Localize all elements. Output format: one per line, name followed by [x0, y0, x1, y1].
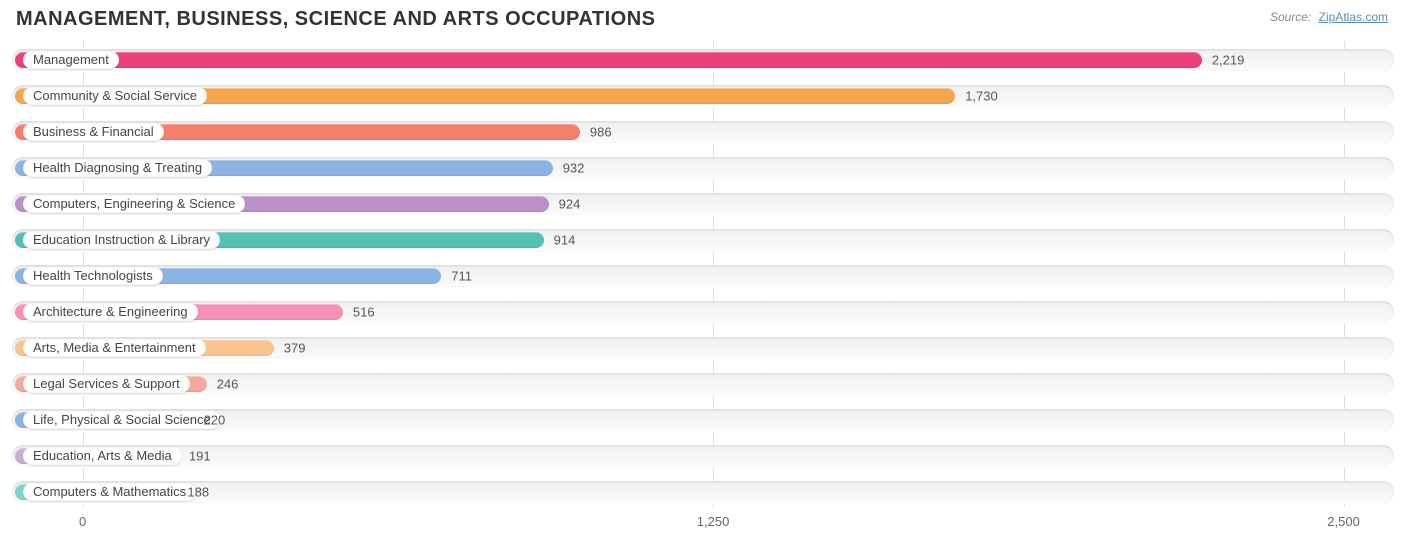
x-tick-label: 2,500 — [1327, 514, 1360, 529]
value-label: 379 — [284, 341, 306, 356]
bar-track: Computers & Mathematics188 — [12, 481, 1394, 503]
bar-track: Health Diagnosing & Treating 932 — [12, 157, 1394, 179]
source-label: Source: — [1270, 10, 1311, 24]
bar-track: Health Technologists 711 — [12, 265, 1394, 287]
category-pill: Legal Services & Support — [23, 375, 190, 393]
category-pill: Architecture & Engineering — [23, 303, 198, 321]
bars-group: Management 2,219 Community & Social Servic… — [12, 45, 1394, 507]
bar-row: Management 2,219 — [12, 45, 1394, 75]
bar-fill — [15, 52, 1202, 68]
value-label: 220 — [204, 413, 226, 428]
value-label: 932 — [563, 161, 585, 176]
value-label: 924 — [559, 197, 581, 212]
category-pill: Arts, Media & Entertainment — [23, 339, 206, 357]
chart-container: MANAGEMENT, BUSINESS, SCIENCE AND ARTS O… — [0, 0, 1406, 558]
chart-title: MANAGEMENT, BUSINESS, SCIENCE AND ARTS O… — [12, 0, 1394, 41]
bar-row: Arts, Media & Entertainment 379 — [12, 333, 1394, 363]
bar-track: Life, Physical & Social Science220 — [12, 409, 1394, 431]
bar-row: Legal Services & Support 246 — [12, 369, 1394, 399]
category-pill: Computers, Engineering & Science — [23, 195, 245, 213]
category-pill: Health Technologists — [23, 267, 163, 285]
bar-row: Education, Arts & Media 191 — [12, 441, 1394, 471]
category-pill: Health Diagnosing & Treating — [23, 159, 212, 177]
bar-track: Education, Arts & Media 191 — [12, 445, 1394, 467]
value-label: 1,730 — [965, 89, 998, 104]
bar-track: Arts, Media & Entertainment 379 — [12, 337, 1394, 359]
value-label: 191 — [189, 449, 211, 464]
x-tick-label: 1,250 — [697, 514, 730, 529]
value-label: 516 — [353, 305, 375, 320]
bar-row: Health Diagnosing & Treating 932 — [12, 153, 1394, 183]
value-label: 914 — [554, 233, 576, 248]
plot-area: Management 2,219 Community & Social Servic… — [12, 41, 1394, 531]
value-label: 246 — [217, 377, 239, 392]
category-pill: Education Instruction & Library — [23, 231, 220, 249]
bar-row: Life, Physical & Social Science220 — [12, 405, 1394, 435]
category-pill: Computers & Mathematics — [23, 483, 196, 501]
bar-row: Business & Financial 986 — [12, 117, 1394, 147]
bar-track: Architecture & Engineering 516 — [12, 301, 1394, 323]
value-label: 2,219 — [1212, 53, 1245, 68]
bar-track: Management 2,219 — [12, 49, 1394, 71]
bar-track: Education Instruction & Library 914 — [12, 229, 1394, 251]
value-label: 188 — [187, 485, 209, 500]
x-axis: 0 1,250 2,500 — [12, 511, 1394, 531]
source-link[interactable]: ZipAtlas.com — [1319, 10, 1388, 24]
x-tick-label: 0 — [79, 514, 86, 529]
bar-track: Business & Financial 986 — [12, 121, 1394, 143]
category-pill: Management — [23, 51, 119, 69]
category-pill: Education, Arts & Media — [23, 447, 182, 465]
bar-track: Community & Social Service 1,730 — [12, 85, 1394, 107]
bar-row: Education Instruction & Library 914 — [12, 225, 1394, 255]
bar-row: Architecture & Engineering 516 — [12, 297, 1394, 327]
bar-row: Computers, Engineering & Science 924 — [12, 189, 1394, 219]
bar-track: Computers, Engineering & Science 924 — [12, 193, 1394, 215]
value-label: 711 — [451, 269, 472, 284]
bar-row: Computers & Mathematics188 — [12, 477, 1394, 507]
category-pill: Community & Social Service — [23, 87, 207, 105]
source-attribution: Source: ZipAtlas.com — [1270, 10, 1388, 24]
bar-row: Community & Social Service 1,730 — [12, 81, 1394, 111]
bar-row: Health Technologists 711 — [12, 261, 1394, 291]
category-pill: Life, Physical & Social Science — [23, 411, 221, 429]
bar-track: Legal Services & Support 246 — [12, 373, 1394, 395]
category-pill: Business & Financial — [23, 123, 164, 141]
value-label: 986 — [590, 125, 612, 140]
